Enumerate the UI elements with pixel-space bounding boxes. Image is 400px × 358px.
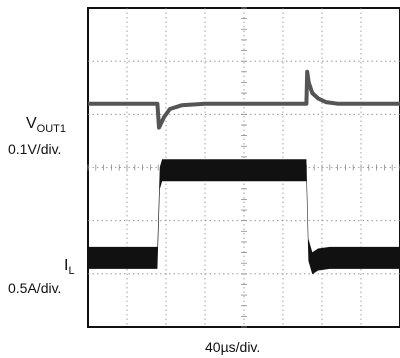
il-scale: 0.5A/div. (8, 280, 62, 296)
vout1-label-main: V (26, 115, 37, 132)
il-label-sub: L (68, 265, 75, 277)
trace-il (88, 159, 400, 275)
il-label: IL (64, 257, 75, 277)
vout1-label-sub: OUT1 (36, 123, 67, 135)
time-scale-label: 40µs/div. (205, 339, 261, 355)
il-label-main: I (64, 257, 69, 274)
vout1-scale: 0.1V/div. (8, 141, 62, 157)
traces (88, 69, 400, 275)
vout1-label: VOUT1 (26, 115, 67, 135)
trace-vout1 (88, 69, 400, 130)
